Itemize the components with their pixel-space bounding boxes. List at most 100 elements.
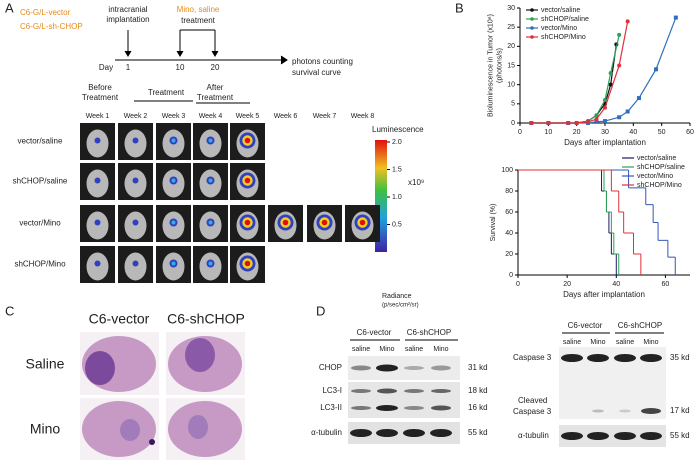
signal xyxy=(282,219,289,226)
y-tick-label: 0 xyxy=(509,272,513,279)
legend-label: shCHOP/Mino xyxy=(541,34,586,41)
signal xyxy=(208,261,213,266)
x-axis-title: Days after implantation xyxy=(564,138,646,147)
size-label: 16 kd xyxy=(468,403,488,412)
row-label: α-tubulin xyxy=(311,428,342,437)
y-tick-label: 10 xyxy=(507,82,515,89)
signal xyxy=(359,219,366,226)
y-tick-label: 15 xyxy=(507,62,515,69)
panel-label: A xyxy=(5,0,14,15)
week-label: Week 8 xyxy=(351,113,375,120)
data-point xyxy=(566,121,571,125)
x-tick-label: 20 xyxy=(573,129,581,136)
row-label: shCHOP/saline xyxy=(13,177,68,186)
day-label: Day xyxy=(99,63,113,72)
data-point xyxy=(673,15,678,20)
data-point xyxy=(617,32,622,37)
y-tick-label: 100 xyxy=(501,167,513,174)
week-label: Week 7 xyxy=(313,113,337,120)
bioluminescence-image xyxy=(118,205,153,242)
data-point xyxy=(574,121,579,125)
signal xyxy=(171,220,176,225)
signal xyxy=(244,177,251,184)
lane-label: Mino xyxy=(643,339,658,346)
signal xyxy=(208,178,213,183)
data-point xyxy=(603,119,607,124)
lane-label: Mino xyxy=(379,346,394,353)
bioluminescence-image xyxy=(80,246,115,283)
event-label: treatment xyxy=(181,16,216,25)
row-label: Caspase 3 xyxy=(513,353,552,362)
row-label: α-tubulin xyxy=(518,431,549,440)
row-label: Mino xyxy=(30,421,61,437)
series-line xyxy=(531,34,620,124)
signal xyxy=(132,260,139,267)
row-label: LC3-I xyxy=(322,386,342,395)
bioluminescence-image xyxy=(230,123,265,160)
x-tick-label: 0 xyxy=(518,129,522,136)
phase-label: Treatment xyxy=(148,88,185,97)
colorbar-tick-label: 0.5 xyxy=(392,221,402,228)
size-label: 18 kd xyxy=(468,386,488,395)
x-tick-label: 40 xyxy=(629,129,637,136)
outcome-label: survival curve xyxy=(292,68,341,77)
colorbar-tick-label: 2.0 xyxy=(392,139,402,146)
x-tick-label: 0 xyxy=(516,281,520,288)
x-tick-label: 10 xyxy=(544,129,552,136)
row-label: vector/Mino xyxy=(19,219,61,228)
y-tick-label: 20 xyxy=(505,251,513,258)
week-label: Week 2 xyxy=(124,113,148,120)
y-tick-label: 0 xyxy=(511,120,515,127)
y-tick-label: 60 xyxy=(505,209,513,216)
signal xyxy=(244,219,251,226)
x-tick-label: 20 xyxy=(563,281,571,288)
data-point xyxy=(617,63,622,68)
data-point xyxy=(608,71,613,76)
lane-label: saline xyxy=(352,346,370,353)
row-label: shCHOP/Mino xyxy=(14,260,66,269)
blot xyxy=(559,347,666,447)
signal xyxy=(94,219,101,226)
x-tick-label: 60 xyxy=(686,129,694,136)
data-point xyxy=(594,119,599,124)
event-label: Mino, saline xyxy=(177,5,220,14)
y-tick-label: 80 xyxy=(505,188,513,195)
bioluminescence-image xyxy=(268,205,303,242)
bioluminescence-image xyxy=(80,123,115,160)
bioluminescence-image xyxy=(193,205,228,242)
legend-label: shCHOP/saline xyxy=(541,16,589,23)
legend-label: shCHOP/Mino xyxy=(637,182,682,189)
colorbar-unit: (p/sec/cm²/sr) xyxy=(382,303,419,309)
size-label: 35 kd xyxy=(670,353,690,362)
signal xyxy=(244,260,251,267)
day-value: 20 xyxy=(211,63,220,72)
colorbar-title: Luminescence xyxy=(372,125,424,134)
day-value: 1 xyxy=(126,63,131,72)
bioluminescence-image xyxy=(193,123,228,160)
data-point xyxy=(546,121,551,125)
legend-marker xyxy=(530,35,534,39)
bioluminescence-image xyxy=(230,163,265,200)
event-label: intracranial xyxy=(108,5,147,14)
size-label: 55 kd xyxy=(670,431,690,440)
colorbar-tick-label: 1.5 xyxy=(392,166,402,173)
data-point xyxy=(603,105,607,110)
y-axis-title: Survival (%) xyxy=(490,204,497,242)
data-point xyxy=(529,121,534,125)
panel-label: D xyxy=(316,303,325,318)
data-point xyxy=(603,98,607,102)
group-label: C6-vector xyxy=(568,321,603,330)
data-point xyxy=(617,115,622,120)
signal xyxy=(132,177,139,184)
y-tick-label: 30 xyxy=(507,5,515,12)
y-tick-label: 25 xyxy=(507,24,515,31)
group-label: C6-vector xyxy=(357,328,392,337)
data-point xyxy=(637,96,641,101)
group-label: C6-G/L-sh-CHOP xyxy=(20,22,83,31)
signal xyxy=(171,261,176,266)
row-label: CHOP xyxy=(319,363,342,372)
signal xyxy=(208,138,213,143)
bioluminescence-image xyxy=(156,163,191,200)
